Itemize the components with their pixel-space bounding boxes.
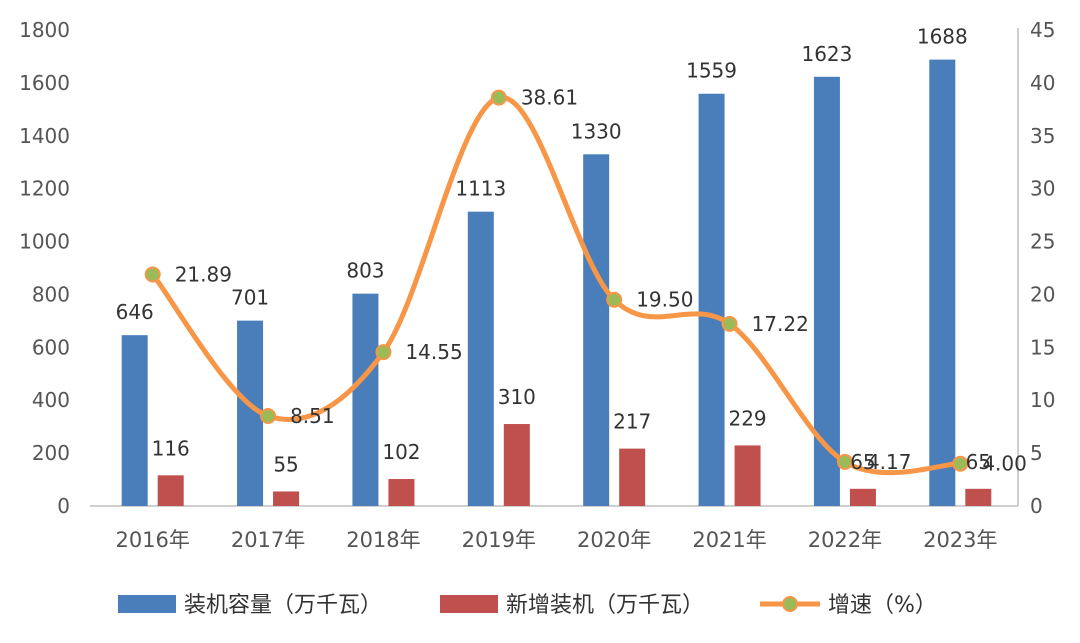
bar-capacity (352, 293, 379, 506)
bar-new-install (157, 475, 184, 506)
legend-swatch-growth-marker (782, 596, 798, 612)
growth-rate-point (836, 453, 853, 470)
new-install-data-label: 310 (498, 385, 536, 409)
growth-rate-line (150, 95, 963, 476)
capacity-data-label: 803 (346, 259, 384, 283)
left-tick-label: 0 (57, 494, 70, 518)
bar-marks (121, 59, 992, 507)
capacity-data-label: 1113 (455, 177, 506, 201)
left-tick-label: 200 (32, 441, 70, 465)
right-tick-label: 20 (1030, 282, 1055, 306)
growth-rate-data-label: 38.61 (521, 86, 578, 110)
growth-rate-point (721, 315, 738, 332)
left-tick-label: 1600 (19, 71, 70, 95)
growth-rate-data-label: 4.17 (867, 450, 912, 474)
growth-rate-data-label: 17.22 (752, 312, 809, 336)
category-label: 2023年 (923, 528, 997, 552)
category-label: 2021年 (692, 528, 766, 552)
capacity-data-label: 1559 (686, 59, 737, 83)
category-label: 2016年 (115, 528, 189, 552)
new-install-data-label: 65 (850, 450, 875, 474)
growth-rate-data-label: 14.55 (405, 340, 462, 364)
capacity-data-label: 1623 (801, 42, 852, 66)
right-tick-label: 25 (1030, 230, 1055, 254)
bar-new-install (965, 488, 992, 506)
bar-new-install (503, 424, 530, 506)
left-tick-label: 400 (32, 388, 70, 412)
growth-rate-point (606, 291, 623, 308)
bar-new-install (388, 479, 415, 506)
left-tick-label: 600 (32, 335, 70, 359)
category-label: 2020年 (577, 528, 651, 552)
right-tick-label: 15 (1030, 335, 1055, 359)
right-tick-label: 45 (1030, 18, 1055, 42)
growth-rate-point (375, 344, 392, 361)
right-tick-label: 35 (1030, 124, 1055, 148)
new-install-data-label: 217 (613, 410, 651, 434)
growth-rate-data-label: 19.50 (636, 288, 693, 312)
category-label: 2017年 (231, 528, 305, 552)
bar-new-install (849, 488, 876, 506)
growth-rate-data-label: 4.00 (982, 452, 1027, 476)
growth-rate-data-label: 21.89 (175, 262, 232, 286)
bar-new-install (273, 491, 300, 506)
growth-rate-point (144, 266, 161, 283)
bar-capacity (929, 59, 956, 507)
new-install-data-label: 102 (382, 440, 420, 464)
growth-rate-data-label: 8.51 (290, 404, 335, 428)
left-axis-tick-labels: 0 200 400 600 800 1000 1200 1400 1600 1800 (19, 18, 70, 518)
bar-new-install (619, 448, 646, 506)
bar-capacity (121, 335, 148, 506)
legend: 装机容量（万千瓦） 新增装机（万千瓦） 增速（%） (118, 593, 937, 618)
left-tick-label: 800 (32, 282, 70, 306)
capacity-data-label: 701 (231, 286, 269, 310)
growth-line-layer (144, 89, 969, 476)
new-install-data-label: 116 (152, 436, 190, 460)
legend-swatch-capacity (118, 595, 176, 613)
category-label: 2019年 (462, 528, 536, 552)
capacity-data-label: 1330 (571, 119, 622, 143)
data-labels: 646 116 701 55 803 102 1113 310 1330 217 1559 229 16… (116, 25, 1027, 477)
right-tick-label: 0 (1030, 494, 1043, 518)
category-label: 2022年 (808, 528, 882, 552)
new-install-data-label: 55 (273, 452, 298, 476)
left-tick-label: 1800 (19, 18, 70, 42)
bar-capacity (583, 154, 610, 507)
legend-label-new-install: 新增装机（万千瓦） (506, 593, 704, 618)
bar-capacity (698, 93, 725, 506)
bar-capacity (467, 211, 494, 506)
new-install-data-label: 229 (728, 406, 766, 430)
capacity-data-label: 646 (116, 300, 154, 324)
right-tick-label: 40 (1030, 71, 1055, 95)
left-tick-label: 1200 (19, 177, 70, 201)
bar-new-install (734, 445, 761, 506)
new-install-data-label: 65 (966, 450, 991, 474)
right-axis-tick-labels: 0 5 10 15 20 25 30 35 40 45 (1030, 18, 1055, 518)
left-tick-label: 1000 (19, 230, 70, 254)
growth-rate-point (952, 455, 969, 472)
legend-label-capacity: 装机容量（万千瓦） (184, 593, 382, 618)
right-tick-label: 10 (1030, 388, 1055, 412)
right-tick-label: 5 (1030, 441, 1043, 465)
growth-rate-point (490, 89, 507, 106)
left-tick-label: 1400 (19, 124, 70, 148)
capacity-data-label: 1688 (917, 25, 968, 49)
legend-label-growth: 增速（%） (828, 593, 937, 618)
growth-rate-point (260, 407, 277, 424)
category-label: 2018年 (346, 528, 420, 552)
legend-swatch-new-install (440, 595, 498, 613)
right-tick-label: 30 (1030, 177, 1055, 201)
category-labels: 2016年 2017年 2018年 2019年 2020年 2021年 2022年 2023年 (115, 528, 997, 552)
bar-capacity (813, 76, 840, 506)
